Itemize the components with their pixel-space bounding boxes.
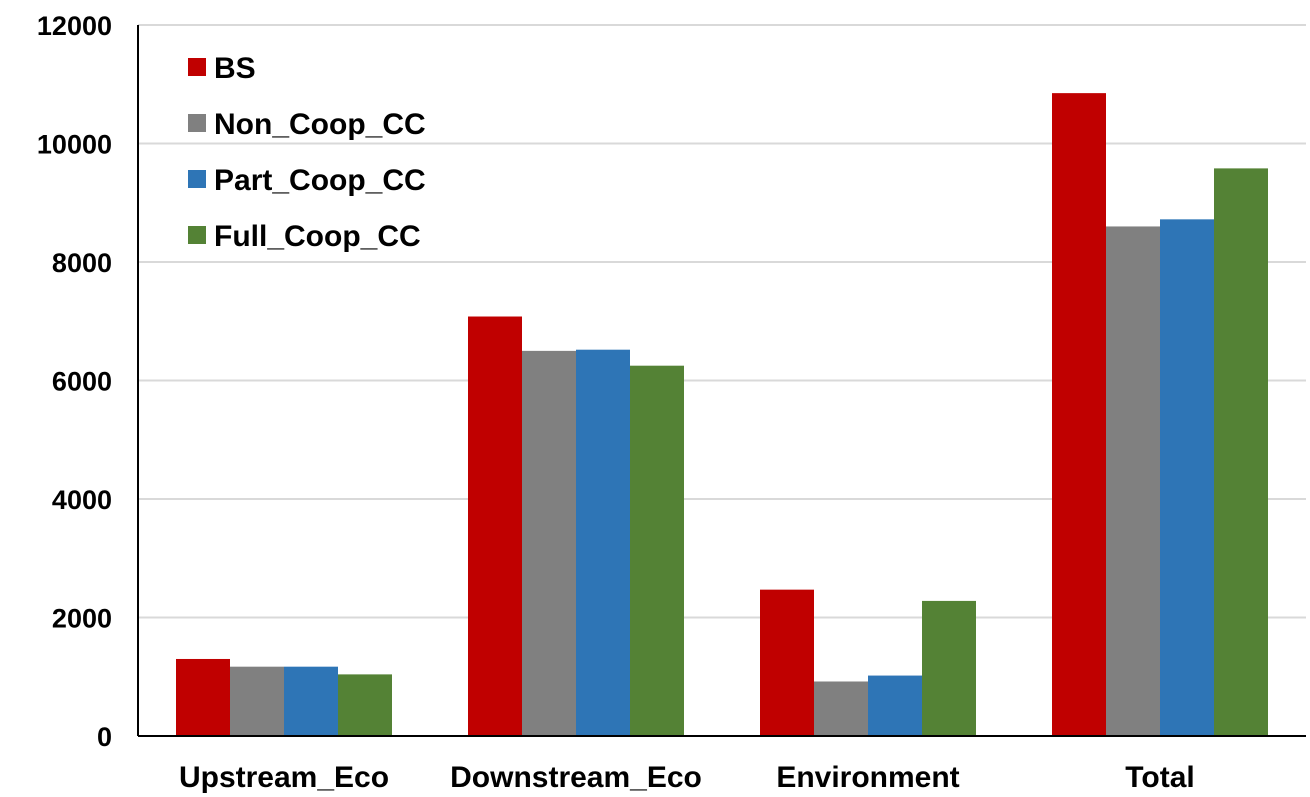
bar bbox=[630, 365, 684, 736]
y-tick-label: 4000 bbox=[52, 485, 112, 515]
x-category-labels: Upstream_Eco Downstream_Eco Environment Tot… bbox=[179, 761, 1195, 794]
legend-label: Part_Coop_CC bbox=[214, 164, 426, 197]
bar bbox=[522, 350, 576, 736]
bar bbox=[868, 675, 922, 736]
y-tick-label: 2000 bbox=[52, 604, 112, 634]
y-tick-label: 12000 bbox=[37, 11, 112, 41]
bar bbox=[284, 666, 338, 736]
legend-label: BS bbox=[214, 52, 256, 85]
x-category-label: Total bbox=[1125, 761, 1194, 794]
legend-label: Full_Coop_CC bbox=[214, 220, 421, 253]
bar bbox=[1052, 93, 1106, 736]
y-tick-label: 6000 bbox=[52, 367, 112, 397]
x-category-label: Upstream_Eco bbox=[179, 761, 389, 794]
legend-swatch bbox=[188, 170, 206, 188]
bar bbox=[176, 658, 230, 736]
y-tick-label: 10000 bbox=[37, 130, 112, 160]
bar bbox=[1106, 226, 1160, 736]
bar bbox=[230, 666, 284, 736]
legend-label: Non_Coop_CC bbox=[214, 108, 426, 141]
bar bbox=[814, 681, 868, 736]
legend-swatch bbox=[188, 58, 206, 76]
legend-swatch bbox=[188, 114, 206, 132]
x-category-label: Downstream_Eco bbox=[450, 761, 702, 794]
bar bbox=[922, 600, 976, 736]
bar bbox=[1160, 219, 1214, 737]
legend: BS Non_Coop_CC Part_Coop_CC Full_Coop_CC bbox=[188, 52, 426, 253]
bar bbox=[1214, 168, 1268, 736]
bars bbox=[176, 93, 1268, 737]
y-tick-labels: 0 2000 4000 6000 8000 10000 12000 bbox=[37, 11, 112, 752]
y-tick-label: 0 bbox=[97, 722, 112, 752]
bar bbox=[338, 674, 392, 736]
legend-swatch bbox=[188, 226, 206, 244]
y-tick-label: 8000 bbox=[52, 248, 112, 278]
bar bbox=[468, 316, 522, 736]
bar bbox=[760, 589, 814, 736]
bar bbox=[576, 349, 630, 736]
x-category-label: Environment bbox=[776, 761, 959, 794]
